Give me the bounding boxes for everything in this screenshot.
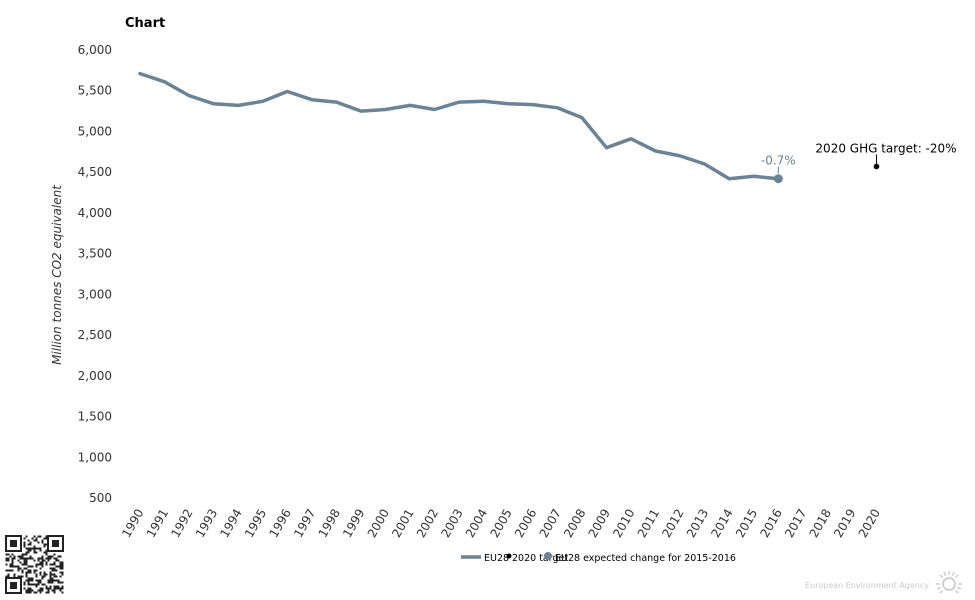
- x-tick-label: 1991: [144, 507, 171, 540]
- legend-label-series[interactable]: EU28: [484, 553, 509, 564]
- y-tick-label: 4,500: [78, 165, 112, 179]
- x-tick-label: 2017: [782, 507, 809, 540]
- expected-change-marker-group: -0.7%: [761, 154, 796, 184]
- credit: European Environment Agency: [805, 571, 962, 594]
- expected-change-label: -0.7%: [761, 154, 796, 168]
- y-tick-label: 1,500: [78, 410, 112, 424]
- x-tick-label: 1993: [193, 507, 220, 540]
- x-tick-label: 2004: [463, 507, 490, 540]
- y-tick-label: 4,000: [78, 206, 112, 220]
- x-tick-label: 2019: [831, 507, 858, 540]
- x-tick-label: 2001: [389, 507, 416, 540]
- target-point[interactable]: [873, 163, 880, 170]
- x-tick-label: 2014: [708, 507, 735, 540]
- x-tick-label: 1994: [217, 507, 244, 540]
- legend-swatch-expected: [544, 552, 552, 560]
- x-tick-label: 1997: [291, 507, 318, 540]
- y-tick-label: 5,500: [78, 84, 112, 98]
- series-line-eu28[interactable]: [138, 71, 781, 181]
- x-tick-label: 2010: [610, 507, 637, 540]
- x-tick-label: 2015: [733, 507, 760, 540]
- x-tick-label: 2000: [365, 507, 392, 540]
- legend-label-target[interactable]: 2020 target: [512, 553, 568, 564]
- x-axis: 1990199119921993199419951996199719981999…: [119, 507, 883, 540]
- y-tick-label: 6,000: [78, 43, 112, 57]
- chart-title: Chart: [125, 16, 166, 31]
- x-tick-label: 1995: [242, 507, 269, 540]
- x-tick-label: 2011: [635, 507, 662, 540]
- y-tick-label: 3,500: [78, 247, 112, 261]
- x-tick-label: 2003: [438, 507, 465, 540]
- target-marker-group: 2020 GHG target: -20%: [815, 141, 957, 170]
- y-tick-label: 3,000: [78, 287, 112, 301]
- x-tick-label: 2008: [561, 507, 588, 540]
- legend-swatch-target: [506, 553, 512, 559]
- y-axis: 500 1,000 1,500 2,000 2,500 3,000 3,500 4,000 4,…: [78, 43, 112, 505]
- eea-logo-icon: [936, 571, 962, 594]
- x-tick-label: 2020: [856, 507, 883, 540]
- y-axis-title: Million tonnes CO2 equivalent: [50, 184, 64, 365]
- x-tick-label: 1996: [267, 507, 294, 540]
- x-tick-label: 1990: [119, 507, 146, 540]
- x-tick-label: 2007: [537, 507, 564, 540]
- x-tick-label: 2012: [659, 507, 686, 540]
- target-label: 2020 GHG target: -20%: [815, 141, 956, 155]
- y-tick-label: 1,000: [78, 450, 112, 464]
- x-tick-label: 2018: [807, 507, 834, 540]
- x-tick-label: 2002: [414, 507, 441, 540]
- y-tick-label: 5,000: [78, 124, 112, 138]
- x-tick-label: 1992: [168, 507, 195, 540]
- x-tick-label: 1998: [316, 507, 343, 540]
- credit-text[interactable]: European Environment Agency: [805, 581, 929, 590]
- y-tick-label: 2,500: [78, 328, 112, 342]
- x-tick-label: 2005: [487, 507, 514, 540]
- expected-change-point[interactable]: [773, 174, 783, 184]
- x-tick-label: 1999: [340, 507, 367, 540]
- x-tick-label: 2013: [684, 507, 711, 540]
- x-tick-label: 2009: [586, 507, 613, 540]
- x-tick-label: 2006: [512, 507, 539, 540]
- qr-code-icon: [5, 535, 64, 594]
- y-tick-label: 2,000: [78, 369, 112, 383]
- y-tick-label: 500: [89, 491, 112, 505]
- legend-label-expected[interactable]: EU28 expected change for 2015-2016: [555, 553, 736, 564]
- x-tick-label: 2016: [758, 507, 785, 540]
- legend: EU28 2020 target EU28 expected change fo…: [461, 552, 736, 564]
